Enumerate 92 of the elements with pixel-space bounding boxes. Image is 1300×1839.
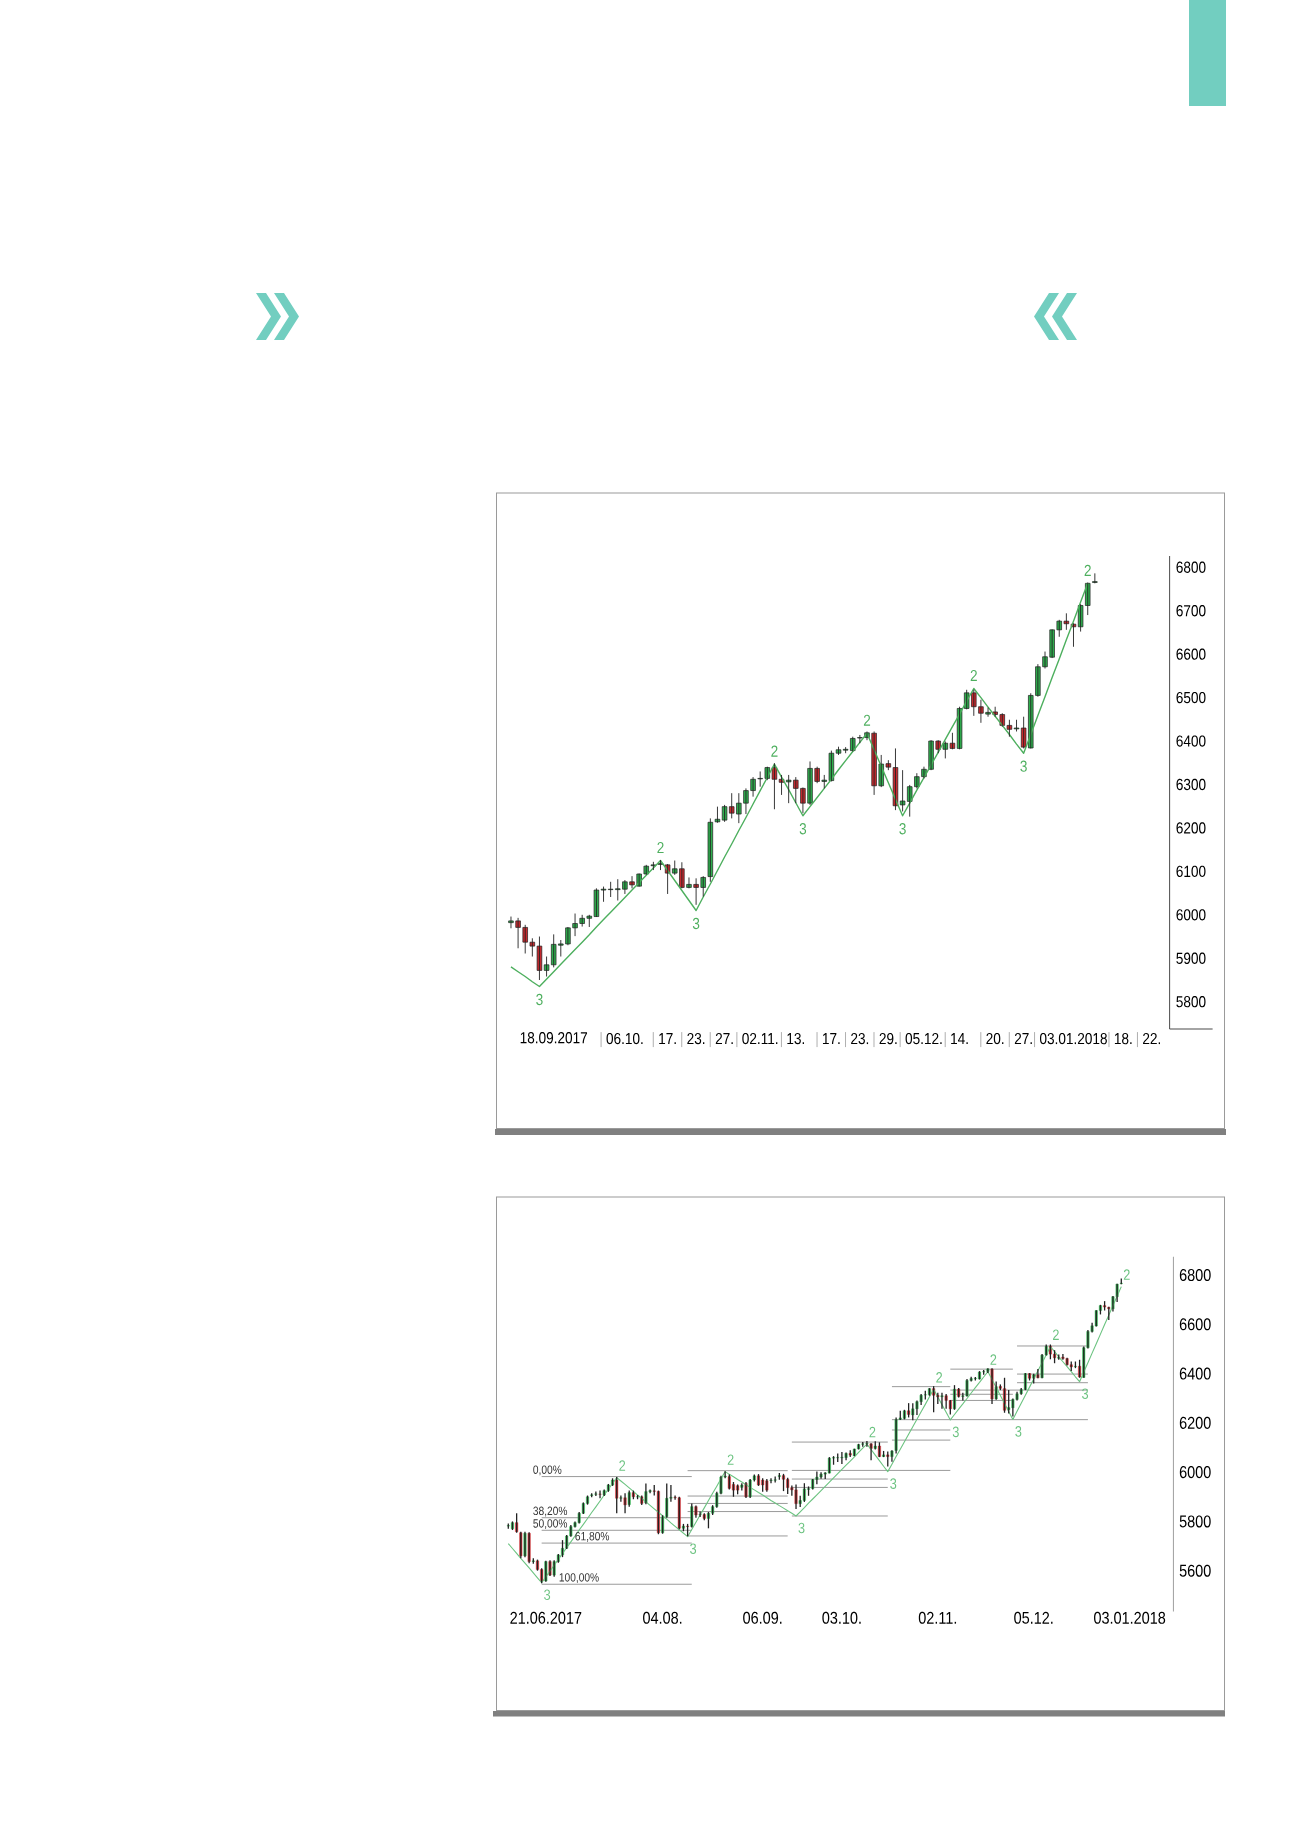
x-tick-label: 05.12. (1014, 1611, 1053, 1624)
x-tick-label: 05.12. (905, 1032, 942, 1045)
candlestick (598, 1489, 602, 1499)
y-tick-label: 6400 (1179, 1367, 1211, 1380)
x-tick-label: 03.10. (822, 1611, 861, 1624)
x-tick-label: 27. (1014, 1032, 1032, 1045)
x-tick-label: 22. (1143, 1032, 1161, 1045)
candlestick (815, 1470, 819, 1485)
x-tick-label: 06.10. (606, 1032, 643, 1045)
x-tick-label: 21.06.2017 (510, 1611, 582, 1624)
candlestick (665, 1482, 669, 1519)
x-tick-label: 20. (986, 1032, 1004, 1045)
x-tick-label: 13. (787, 1032, 804, 1045)
x-tick-label: 03.01.2018 (1094, 1611, 1166, 1624)
annotation: 3 (899, 823, 906, 835)
candlestick (940, 1392, 944, 1410)
candlestick (677, 1496, 681, 1530)
series-label: 50,00% (533, 1519, 568, 1530)
annotation: 3 (952, 1426, 959, 1438)
annotation: 2 (619, 1460, 626, 1471)
candlestick (544, 1560, 548, 1583)
annotation: 2 (863, 714, 871, 726)
x-tick-label: 29. (879, 1032, 897, 1045)
series-label: 100,00% (559, 1573, 599, 1584)
x-tick-label: 04.08. (643, 1611, 682, 1624)
candlestick (515, 1512, 519, 1534)
series-label: 61,80% (575, 1531, 610, 1542)
annotation: 3 (1082, 1388, 1089, 1400)
x-tick-label: 23. (687, 1032, 705, 1045)
annotation: 2 (936, 1372, 943, 1383)
candlestick (748, 1478, 752, 1499)
x-tick-label: 17. (659, 1033, 676, 1045)
series-label: 0,00% (533, 1465, 562, 1476)
candlestick (594, 1490, 598, 1497)
y-tick-label: 6200 (1176, 822, 1206, 834)
x-tick-label: 02.11. (742, 1032, 778, 1045)
candlestick (1007, 1389, 1011, 1415)
y-tick-label: 6000 (1176, 909, 1206, 921)
candlestick (769, 1477, 773, 1484)
y-tick-label: 6800 (1176, 561, 1206, 573)
y-tick-label: 6700 (1176, 605, 1206, 617)
annotation: 2 (1123, 1269, 1130, 1280)
annotation: 3 (692, 917, 700, 930)
candlestick (802, 1482, 806, 1503)
annotation: 2 (1053, 1329, 1059, 1340)
annotation: 2 (970, 669, 977, 682)
x-tick-label: 18.09.2017 (520, 1032, 588, 1044)
annotation: 2 (771, 745, 778, 757)
candlestick (519, 1531, 523, 1560)
y-tick-label: 5900 (1176, 952, 1206, 964)
y-tick-label: 6000 (1179, 1466, 1211, 1479)
y-tick-label: 6500 (1176, 691, 1206, 704)
annotation: 2 (657, 841, 664, 854)
annotation: 2 (869, 1426, 876, 1438)
x-tick-label: 02.11. (918, 1611, 957, 1624)
y-tick-label: 6800 (1179, 1268, 1211, 1282)
annotation: 3 (544, 1589, 551, 1601)
candlestick (650, 861, 657, 871)
x-tick-label: 17. (822, 1033, 840, 1045)
annotation: 3 (536, 993, 543, 1006)
annotation: 3 (890, 1478, 897, 1489)
annotation: 3 (690, 1543, 697, 1554)
x-tick-label: 03.01.2018 (1039, 1032, 1107, 1045)
x-tick-label: 18. (1114, 1032, 1132, 1045)
y-tick-label: 6300 (1176, 778, 1206, 791)
annotation: 3 (1015, 1426, 1022, 1437)
annotation: 2 (990, 1354, 997, 1365)
x-tick-label: 23. (851, 1032, 869, 1045)
series-label: 38,20% (533, 1506, 568, 1517)
y-tick-label: 5600 (1179, 1564, 1211, 1577)
y-tick-label: 5800 (1179, 1515, 1211, 1528)
candlestick (681, 1523, 685, 1532)
annotation: 2 (727, 1454, 734, 1465)
candlestick (1092, 572, 1098, 584)
y-tick-label: 5800 (1176, 996, 1206, 1008)
x-tick-label: 06.09. (743, 1611, 782, 1624)
y-tick-label: 6600 (1176, 648, 1206, 660)
candlestick (819, 1471, 823, 1480)
candlestick (690, 1502, 694, 1529)
annotation: 3 (799, 823, 807, 835)
candlestick (1061, 1353, 1065, 1361)
y-tick-label: 6600 (1179, 1318, 1211, 1331)
annotation: 2 (1084, 564, 1091, 576)
x-tick-label: 27. (715, 1032, 733, 1045)
y-tick-label: 6200 (1179, 1416, 1211, 1429)
x-tick-label: 14. (951, 1033, 968, 1045)
y-tick-label: 6400 (1176, 735, 1206, 747)
annotation: 3 (798, 1522, 805, 1534)
candlestick (840, 1451, 844, 1465)
candlestick (615, 1476, 619, 1514)
annotation: 3 (1020, 760, 1027, 772)
y-tick-label: 6100 (1176, 865, 1206, 878)
